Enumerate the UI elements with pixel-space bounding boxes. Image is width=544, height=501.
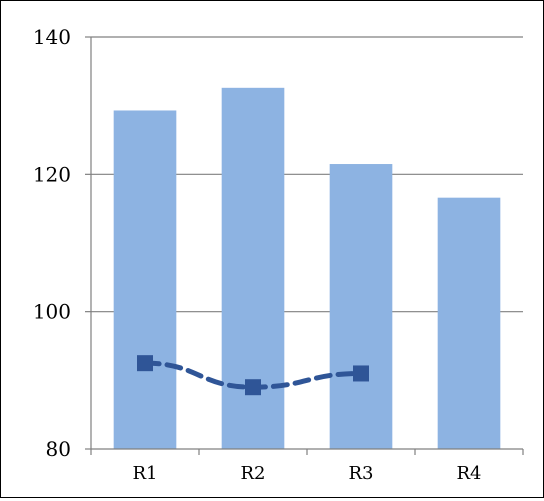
line-marker	[353, 365, 369, 382]
line-series	[137, 355, 369, 396]
line-marker	[245, 379, 261, 396]
x-tick-label-R2: R2	[240, 463, 265, 484]
x-tick-label-R3: R3	[348, 463, 373, 484]
bar-R4	[437, 197, 501, 449]
y-tick-label: 140	[33, 25, 71, 49]
y-tick-label: 120	[33, 162, 71, 186]
bar-R3	[329, 164, 393, 450]
y-tick-label: 100	[33, 300, 71, 324]
line-marker	[137, 355, 153, 372]
x-tick-label-R1: R1	[132, 463, 157, 484]
bar-R1	[113, 110, 177, 450]
x-tick-label-R4: R4	[456, 463, 481, 484]
axes	[85, 36, 524, 455]
y-tick-label: 80	[46, 437, 71, 461]
bar-series	[113, 87, 501, 450]
tick-labels: 80 100 120 140 R1 R2 R3 R4	[33, 25, 482, 484]
